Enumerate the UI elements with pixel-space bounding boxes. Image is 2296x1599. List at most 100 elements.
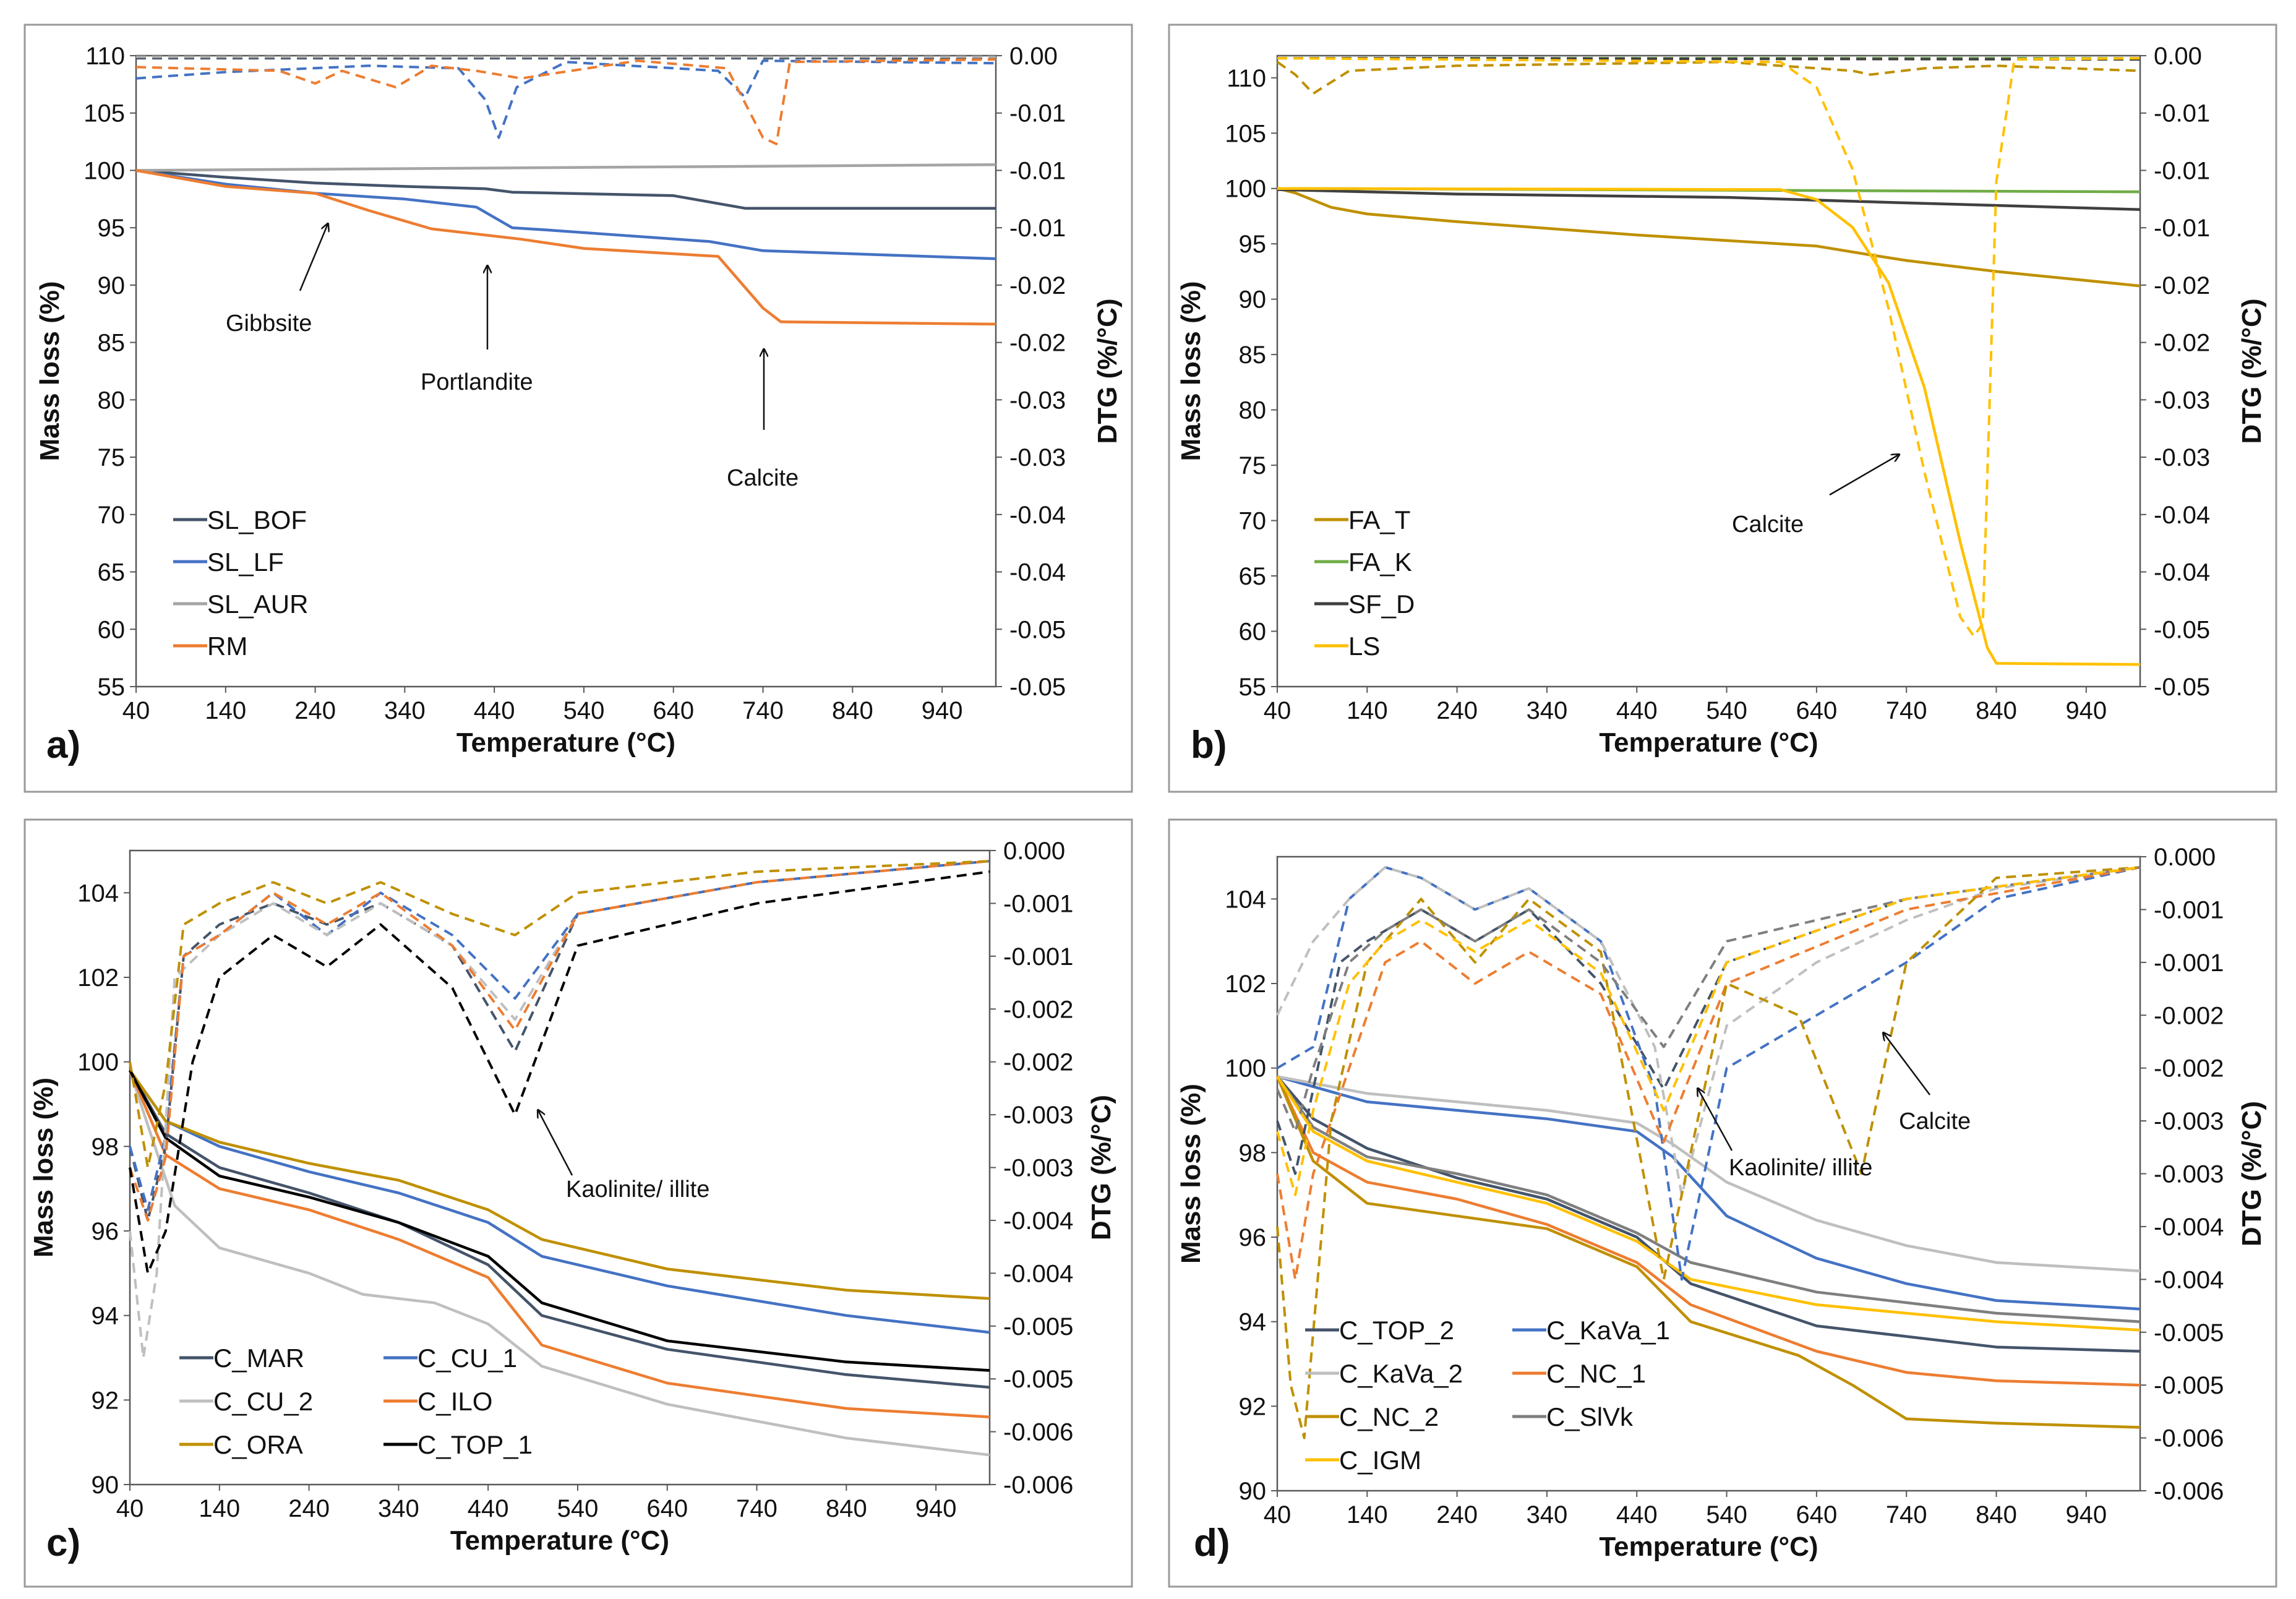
y2-tick-label: 0.000: [1003, 838, 1065, 865]
y-tick-label: 94: [1239, 1309, 1267, 1336]
y-tick-label: 110: [85, 43, 125, 70]
x-tick-label: 540: [563, 697, 605, 724]
y2-tick-label: -0.004: [2154, 1266, 2224, 1293]
series-line-c-ora-dtg: [129, 860, 990, 1169]
annotation-label: Calcite: [1732, 512, 1804, 538]
y-tick-label: 55: [98, 674, 126, 701]
y2-tick-label: -0.001: [1003, 890, 1073, 917]
annotation-label: Portlandite: [421, 369, 533, 395]
y2-tick-label: -0.003: [1003, 1155, 1073, 1182]
y2-tick-label: -0.003: [1003, 1102, 1073, 1129]
x-axis-label: Temperature (°C): [1599, 1532, 1818, 1562]
annotation-label: Kaolinite/ illite: [1729, 1155, 1872, 1181]
y-tick-label: 65: [1239, 563, 1267, 590]
y-tick-label: 110: [1227, 65, 1266, 92]
y-tick-label: 105: [1225, 120, 1266, 147]
legend-entry: C_MAR: [179, 1344, 304, 1373]
y-tick-label: 85: [98, 330, 126, 357]
x-tick-label: 40: [1264, 697, 1292, 724]
y2-tick-label: -0.005: [2154, 1372, 2224, 1399]
x-tick-label: 340: [378, 1495, 419, 1522]
panel-d: 40 140 240 340 440 540 640 740 840 940 90 92 94 96 98 1…: [1168, 818, 2277, 1588]
x-tick-label: 940: [2065, 1501, 2107, 1528]
x-tick-label: 740: [1886, 697, 1927, 724]
series-line-c-cu-2: [128, 1070, 990, 1457]
plot-area: [1276, 54, 2141, 688]
y2-axis-label: DTG (%/°C): [1086, 1095, 1116, 1240]
y2-tick-label: -0.002: [2154, 1055, 2224, 1082]
x-tick-label: 240: [294, 697, 336, 724]
panel-frame: [1168, 818, 2277, 1588]
legend-entry: C_KaVa_2: [1305, 1359, 1463, 1388]
y2-tick-label: -0.04: [1009, 559, 1066, 586]
legend-label: C_CU_1: [418, 1344, 517, 1373]
y-tick-label: 95: [98, 215, 126, 242]
x-tick-label: 440: [468, 1495, 509, 1522]
legend-label: C_TOP_1: [418, 1430, 533, 1459]
series-line-rm-dtg: [135, 58, 996, 145]
legend-label: C_IGM: [1339, 1446, 1421, 1475]
x-tick-label: 840: [826, 1495, 867, 1522]
y-tick-label: 90: [92, 1472, 119, 1499]
y2-tick-label: -0.02: [1009, 330, 1066, 357]
y-tick-label: 105: [84, 100, 125, 127]
series-line-c-cu-1: [129, 1070, 990, 1334]
legend-entry: SL_AUR: [173, 589, 308, 619]
y-tick-label: 60: [1239, 619, 1267, 646]
y-tick-label: 85: [1239, 341, 1267, 369]
series-line-sf-d: [1277, 188, 2141, 211]
legend-entry: SL_LF: [173, 547, 284, 577]
y2-tick-label: -0.001: [2154, 950, 2224, 977]
y2-axis-label: DTG (%/°C): [1092, 298, 1123, 444]
y2-axis-label: DTG (%/°C): [2237, 298, 2267, 444]
series-line-c-top-1-dtg: [129, 870, 990, 1275]
y2-tick-label: -0.01: [2154, 100, 2210, 127]
legend-entry: SL_BOF: [173, 505, 307, 534]
y2-tick-label: -0.01: [2154, 157, 2210, 184]
y-tick-label: 100: [1225, 1055, 1266, 1082]
series-line-c-mar: [129, 1070, 990, 1389]
x-tick-label: 240: [1436, 697, 1478, 724]
y2-tick-label: -0.005: [1003, 1366, 1073, 1393]
series-line-c-ilo-dtg: [129, 860, 990, 1222]
x-tick-label: 940: [2065, 697, 2107, 724]
legend-entry: C_NC_2: [1305, 1402, 1439, 1431]
y2-tick-label: -0.01: [1009, 215, 1066, 242]
x-tick-label: 540: [557, 1495, 599, 1522]
legend-label: C_MAR: [213, 1344, 304, 1373]
x-tick-label: 940: [915, 1495, 957, 1522]
y-tick-label: 102: [1225, 971, 1266, 998]
legend-label: C_NC_2: [1339, 1402, 1439, 1431]
series-line-c-kava-2-dtg: [1276, 866, 2141, 1196]
y-tick-label: 102: [77, 964, 119, 992]
y2-tick-label: -0.01: [1009, 157, 1066, 184]
series-line-c-slvk: [1276, 1075, 2141, 1323]
x-axis-label: Temperature (°C): [1599, 727, 1818, 758]
y2-tick-label: -0.004: [2154, 1214, 2224, 1241]
x-tick-label: 740: [1886, 1501, 1927, 1528]
legend-entry: C_IGM: [1305, 1446, 1421, 1475]
plot-area: [135, 54, 997, 688]
series-line-ls-dtg: [1277, 57, 2141, 638]
legend-label: LS: [1348, 632, 1380, 661]
x-tick-label: 740: [736, 1495, 777, 1522]
y2-tick-label: -0.03: [2154, 444, 2210, 471]
panel-label: a): [46, 724, 80, 766]
y2-tick-label: -0.05: [2154, 674, 2210, 701]
y-tick-label: 60: [98, 616, 126, 643]
x-tick-label: 840: [832, 697, 873, 724]
legend-label: SL_AUR: [207, 589, 308, 619]
legend-entry: SF_D: [1314, 589, 1415, 619]
y2-tick-label: -0.005: [2154, 1319, 2224, 1347]
x-tick-label: 640: [653, 697, 694, 724]
y2-tick-label: 0.000: [2154, 844, 2216, 871]
x-tick-label: 240: [1436, 1501, 1478, 1528]
y2-tick-label: -0.006: [2154, 1425, 2224, 1452]
series-line-c-top-1: [129, 1070, 990, 1372]
series-line-c-nc-1: [1275, 1076, 2141, 1387]
y-tick-label: 65: [98, 559, 126, 586]
series-line-fa-t-dtg: [1276, 61, 2141, 95]
series-line-fa-t: [1277, 187, 2141, 288]
legend-entry: C_CU_1: [383, 1344, 517, 1373]
legend-label: C_TOP_2: [1339, 1316, 1454, 1345]
